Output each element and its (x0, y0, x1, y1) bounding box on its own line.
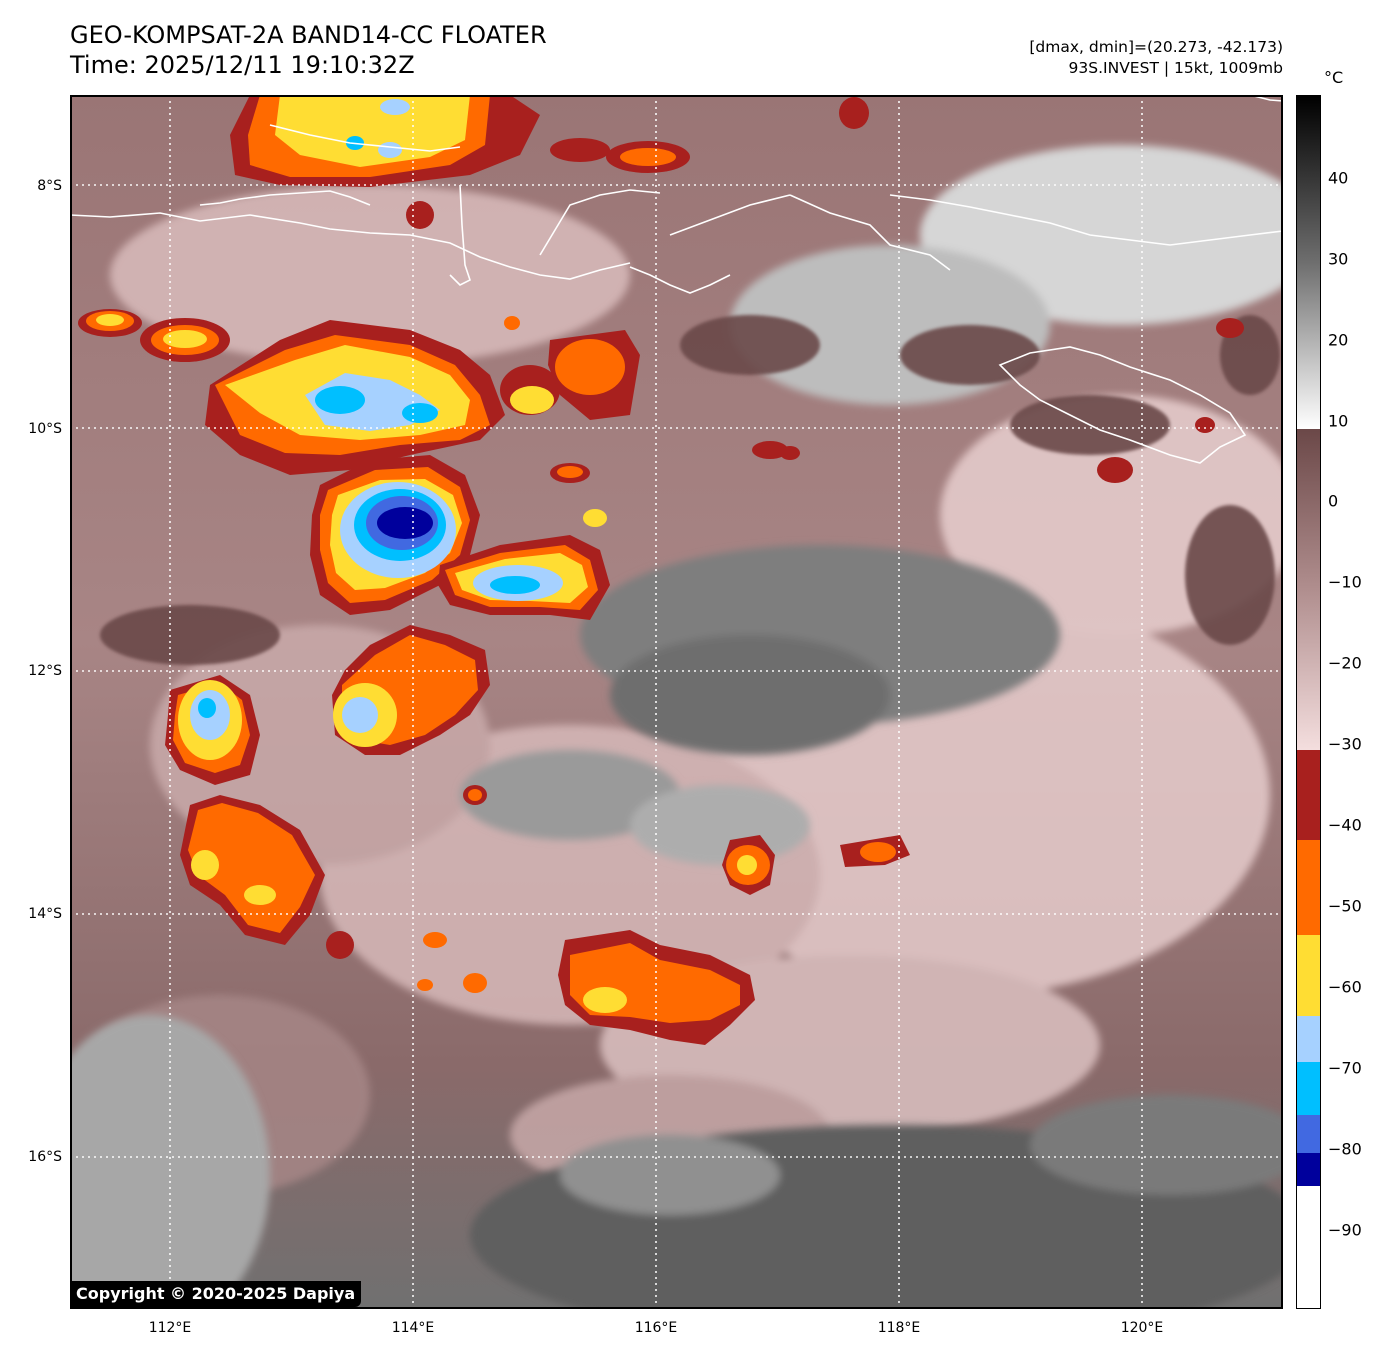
lat-label-8s: 8°S (37, 178, 62, 194)
colorbar-tick-minus40: −40 (1328, 815, 1362, 835)
colorbar-tick-minus20: −20 (1328, 653, 1362, 673)
colorbar-tick-minus80: −80 (1328, 1139, 1362, 1159)
colorbar (1296, 95, 1321, 1309)
title-line-2: Time: 2025/12/11 19:10:32Z (70, 51, 415, 79)
lon-label-120e: 120°E (1120, 1320, 1164, 1336)
colorbar-tick-minus90: −90 (1328, 1220, 1362, 1240)
chart-title: GEO-KOMPSAT-2A BAND14-CC FLOATER Time: 2… (70, 20, 547, 80)
colorbar-tick-minus70: −70 (1328, 1058, 1362, 1078)
lat-label-12s: 12°S (28, 663, 62, 679)
colorbar-unit: °C (1324, 68, 1344, 87)
colorbar-tick-40: 40 (1328, 168, 1349, 188)
title-line-1: GEO-KOMPSAT-2A BAND14-CC FLOATER (70, 21, 547, 49)
colorbar-tick-0: 0 (1328, 491, 1339, 511)
lon-label-116e: 116°E (634, 1320, 678, 1336)
lon-label-112e: 112°E (148, 1320, 192, 1336)
lat-label-10s: 10°S (28, 421, 62, 437)
range-text: [dmax, dmin]=(20.273, -42.173) (1029, 38, 1283, 56)
coastlines (70, 95, 1283, 464)
lon-label-114e: 114°E (391, 1320, 435, 1336)
colorbar-tick-30: 30 (1328, 249, 1349, 269)
storm-text: 93S.INVEST | 15kt, 1009mb (1068, 59, 1283, 77)
colorbar-tick-10: 10 (1328, 411, 1349, 431)
colorbar-tick-20: 20 (1328, 330, 1349, 350)
copyright-badge: Copyright © 2020-2025 Dapiya (71, 1281, 362, 1307)
colorbar-tick-minus50: −50 (1328, 896, 1362, 916)
lat-label-16s: 16°S (28, 1149, 62, 1165)
lon-label-118e: 118°E (877, 1320, 921, 1336)
info-block: [dmax, dmin]=(20.273, -42.173) 93S.INVES… (1029, 37, 1283, 79)
colorbar-tick-minus10: −10 (1328, 572, 1362, 592)
colorbar-tick-minus60: −60 (1328, 977, 1362, 997)
lat-label-14s: 14°S (28, 906, 62, 922)
gridlines (70, 95, 1283, 1309)
convection-cells (78, 95, 1244, 1045)
satellite-map (70, 95, 1283, 1309)
colorbar-tick-minus30: −30 (1328, 734, 1362, 754)
